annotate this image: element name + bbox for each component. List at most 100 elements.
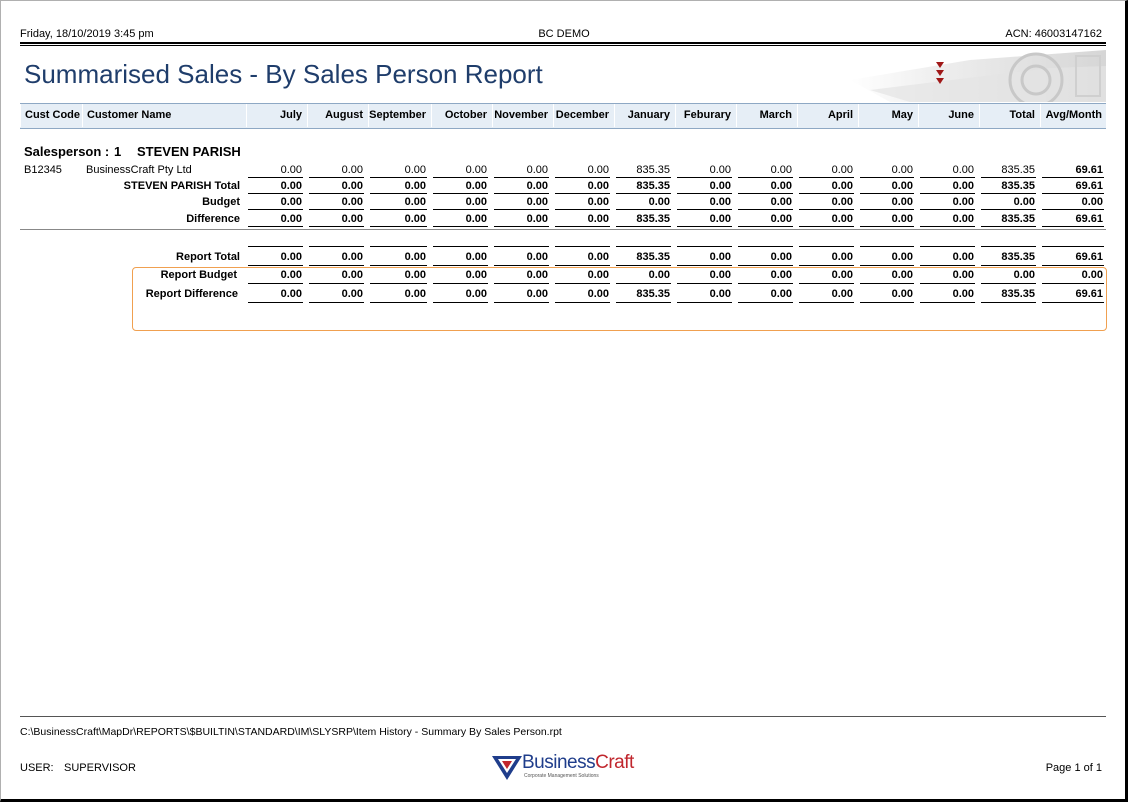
report-row-underline [920, 283, 975, 284]
table-cell: 0.00 [831, 213, 853, 225]
report-row-underline [860, 283, 914, 284]
table-cell: 0.00 [770, 180, 792, 192]
report-cell: 0.00 [526, 269, 548, 281]
row-underline [799, 177, 854, 178]
table-cell: 0.00 [952, 180, 974, 192]
report-cell: 0.00 [709, 251, 731, 263]
table-cell: 0.00 [770, 164, 792, 176]
report-cell: 0.00 [465, 288, 487, 300]
column-header-band [20, 103, 1106, 129]
table-cell: 0.00 [587, 164, 609, 176]
report-row-underline [370, 283, 427, 284]
table-cell: 0.00 [587, 213, 609, 225]
row-underline [860, 193, 914, 194]
table-cell: 0.00 [465, 213, 487, 225]
row-underline [677, 193, 732, 194]
row-underline [616, 209, 671, 210]
row-underline [738, 177, 793, 178]
table-cell: 835.35 [1001, 164, 1035, 176]
column-header-june: June [918, 104, 978, 127]
row-underline [677, 177, 732, 178]
report-row-underline [370, 302, 427, 303]
row-underline [860, 209, 914, 210]
salesperson-label: Salesperson : [24, 144, 110, 159]
report-row-underline [1042, 302, 1104, 303]
table-cell: 0.00 [587, 196, 609, 208]
row-underline [981, 177, 1036, 178]
table-cell: 0.00 [952, 196, 974, 208]
table-cell: 835.35 [1001, 180, 1035, 192]
table-cell: 69.61 [1075, 180, 1103, 192]
table-cell: 0.00 [404, 164, 426, 176]
header-rule [20, 42, 1106, 44]
report-row-underline [555, 302, 610, 303]
header-banner-graphic [850, 50, 1106, 102]
table-cell: 0.00 [770, 213, 792, 225]
row-underline [248, 226, 303, 227]
table-cell: 0.00 [404, 213, 426, 225]
report-total-overline [920, 246, 975, 247]
table-cell: 0.00 [404, 196, 426, 208]
report-row-underline [555, 283, 610, 284]
report-budget-highlight [132, 267, 1107, 331]
row-underline [860, 226, 914, 227]
column-header-october: October [431, 104, 491, 127]
column-header-january: January [614, 104, 674, 127]
table-cell: 0.00 [891, 213, 913, 225]
user-name: SUPERVISOR [64, 762, 136, 774]
table-cell: 69.61 [1075, 213, 1103, 225]
report-total-overline [433, 246, 488, 247]
row-label: STEVEN PARISH Total [123, 180, 240, 192]
table-cell: 0.00 [341, 180, 363, 192]
report-cell: 0.00 [280, 288, 302, 300]
report-cell: 0.00 [770, 269, 792, 281]
report-row-underline [555, 265, 610, 266]
report-row-underline [677, 265, 732, 266]
report-total-overline [555, 246, 610, 247]
row-underline [799, 193, 854, 194]
column-header-cust-code: Cust Code [20, 104, 82, 127]
table-cell: 0.00 [952, 213, 974, 225]
row-label: Budget [202, 196, 240, 208]
report-cell: 0.00 [952, 288, 974, 300]
row-underline [370, 177, 427, 178]
table-cell: 0.00 [587, 180, 609, 192]
table-cell: 0.00 [891, 196, 913, 208]
report-row-label: Report Difference [145, 288, 238, 300]
report-row-underline [1042, 265, 1104, 266]
report-row-underline [799, 302, 854, 303]
row-underline [433, 209, 488, 210]
report-row-underline [799, 283, 854, 284]
report-cell: 835.35 [1001, 251, 1035, 263]
table-cell: 0.00 [526, 164, 548, 176]
row-underline [309, 209, 364, 210]
report-cell: 0.00 [526, 251, 548, 263]
report-cell: 0.00 [770, 288, 792, 300]
logo-text-business: Business [522, 752, 596, 773]
report-file-path: C:\BusinessCraft\MapDr\REPORTS\$BUILTIN\… [20, 726, 562, 738]
column-header-november: November [492, 104, 552, 127]
report-row-underline [616, 302, 671, 303]
report-row-underline [920, 302, 975, 303]
report-total-overline [799, 246, 854, 247]
row-underline [616, 193, 671, 194]
customer-name: BusinessCraft Pty Ltd [86, 164, 192, 176]
row-underline [370, 226, 427, 227]
table-cell: 0.00 [1013, 196, 1035, 208]
row-underline [920, 177, 975, 178]
report-row-underline [248, 302, 303, 303]
report-cell: 835.35 [1001, 288, 1035, 300]
report-cell: 0.00 [648, 269, 670, 281]
row-underline [738, 226, 793, 227]
row-underline [920, 193, 975, 194]
table-cell: 0.00 [709, 164, 731, 176]
report-row-underline [738, 265, 793, 266]
column-header-may: May [858, 104, 917, 127]
table-cell: 0.00 [465, 180, 487, 192]
report-row-underline [1042, 283, 1104, 284]
report-cell: 0.00 [341, 251, 363, 263]
report-row-underline [981, 302, 1036, 303]
report-row-underline [433, 283, 488, 284]
report-cell: 0.00 [891, 288, 913, 300]
